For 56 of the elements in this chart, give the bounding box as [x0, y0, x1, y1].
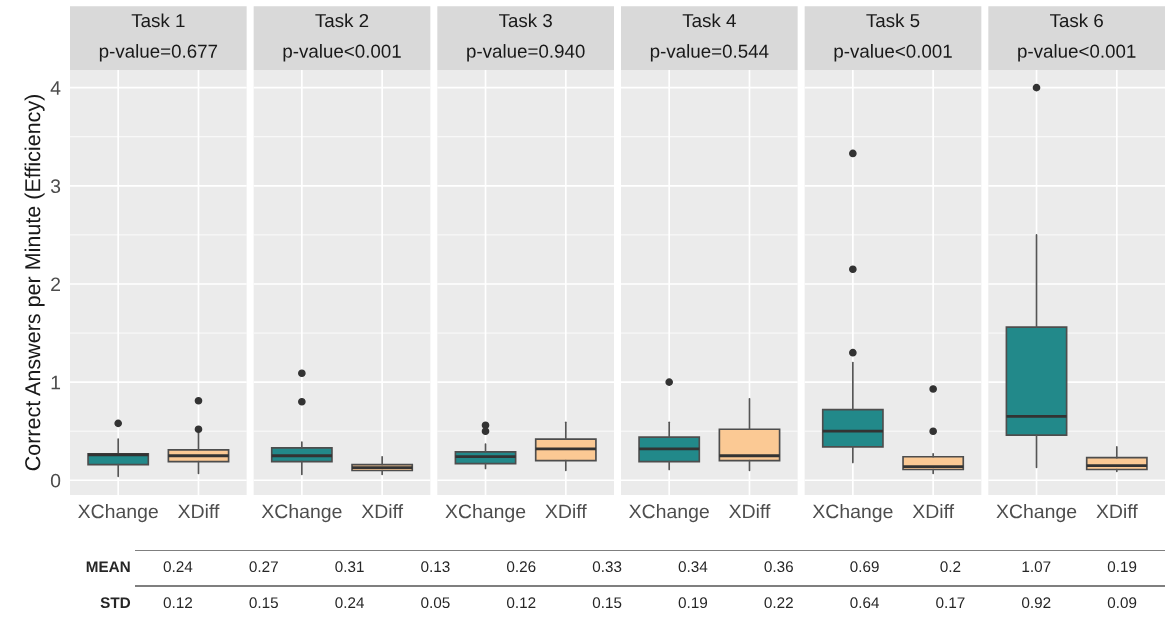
text: 0.12	[506, 597, 536, 609]
text: 0.69	[850, 561, 879, 573]
text: 0.34	[678, 561, 708, 573]
text: 0.22	[764, 597, 793, 609]
x-tick-label: XChange	[78, 504, 158, 523]
chart-title: Task 6	[1050, 13, 1103, 28]
chart-subtitle: p-value=0.544	[650, 44, 769, 62]
text: 0.15	[592, 597, 622, 609]
x-tick-label: XDiff	[545, 504, 587, 519]
y-tick-label: 2	[51, 277, 60, 292]
x-tick-label: XDiff	[178, 504, 220, 519]
text: 0.26	[506, 561, 536, 573]
chart-subtitle: p-value<0.001	[834, 44, 952, 62]
chart-title: Task 3	[499, 13, 552, 28]
text: 0.13	[421, 561, 450, 573]
x-tick-label: XChange	[996, 504, 1077, 523]
chart-subtitle: p-value<0.001	[283, 44, 401, 62]
x-tick-label: XChange	[812, 504, 893, 523]
text: MEAN	[86, 561, 130, 572]
y-tick-label: 0	[50, 473, 61, 488]
text: 0.15	[249, 597, 278, 609]
text: 0.12	[163, 597, 193, 609]
chart-subtitle: p-value=0.940	[467, 44, 585, 62]
text: 0.36	[764, 561, 793, 573]
text: 0.2	[940, 561, 961, 573]
text: 0.09	[1107, 597, 1137, 609]
text: 0.19	[678, 597, 708, 609]
chart-title: Task 5	[866, 13, 920, 28]
x-tick-label: XChange	[445, 504, 526, 523]
x-tick-label: XDiff	[729, 504, 771, 519]
text: 0.24	[163, 561, 193, 573]
text: 1.07	[1022, 561, 1051, 573]
y-tick-label: 3	[50, 179, 61, 194]
x-tick-label: XDiff	[1096, 504, 1138, 519]
chart-subtitle: p-value<0.001	[1018, 44, 1136, 62]
x-tick-label: XDiff	[912, 504, 955, 519]
text: 0.27	[249, 561, 278, 573]
y-tick-label: 1	[51, 375, 61, 390]
text: 0.24	[335, 597, 365, 609]
y-tick-label: 4	[50, 81, 61, 95]
x-tick-label: XChange	[629, 504, 709, 523]
text: 0.05	[421, 597, 450, 609]
chart-title: Task 1	[131, 13, 185, 28]
text: STD	[100, 597, 131, 609]
x-tick-label: XDiff	[361, 504, 404, 519]
chart-subtitle: p-value=0.677	[99, 44, 218, 62]
text: 0.17	[936, 597, 965, 609]
chart-title: Task 2	[315, 13, 369, 28]
text: 0.31	[335, 561, 364, 573]
text: 0.92	[1021, 597, 1051, 609]
text: 0.19	[1107, 561, 1137, 573]
chart-title: Task 4	[682, 13, 736, 28]
y-axis-title: Correct Answers per Minute (Efficiency)	[24, 94, 45, 471]
text: 0.33	[592, 561, 622, 573]
x-tick-label: XChange	[261, 504, 342, 523]
text: 0.64	[850, 597, 880, 609]
